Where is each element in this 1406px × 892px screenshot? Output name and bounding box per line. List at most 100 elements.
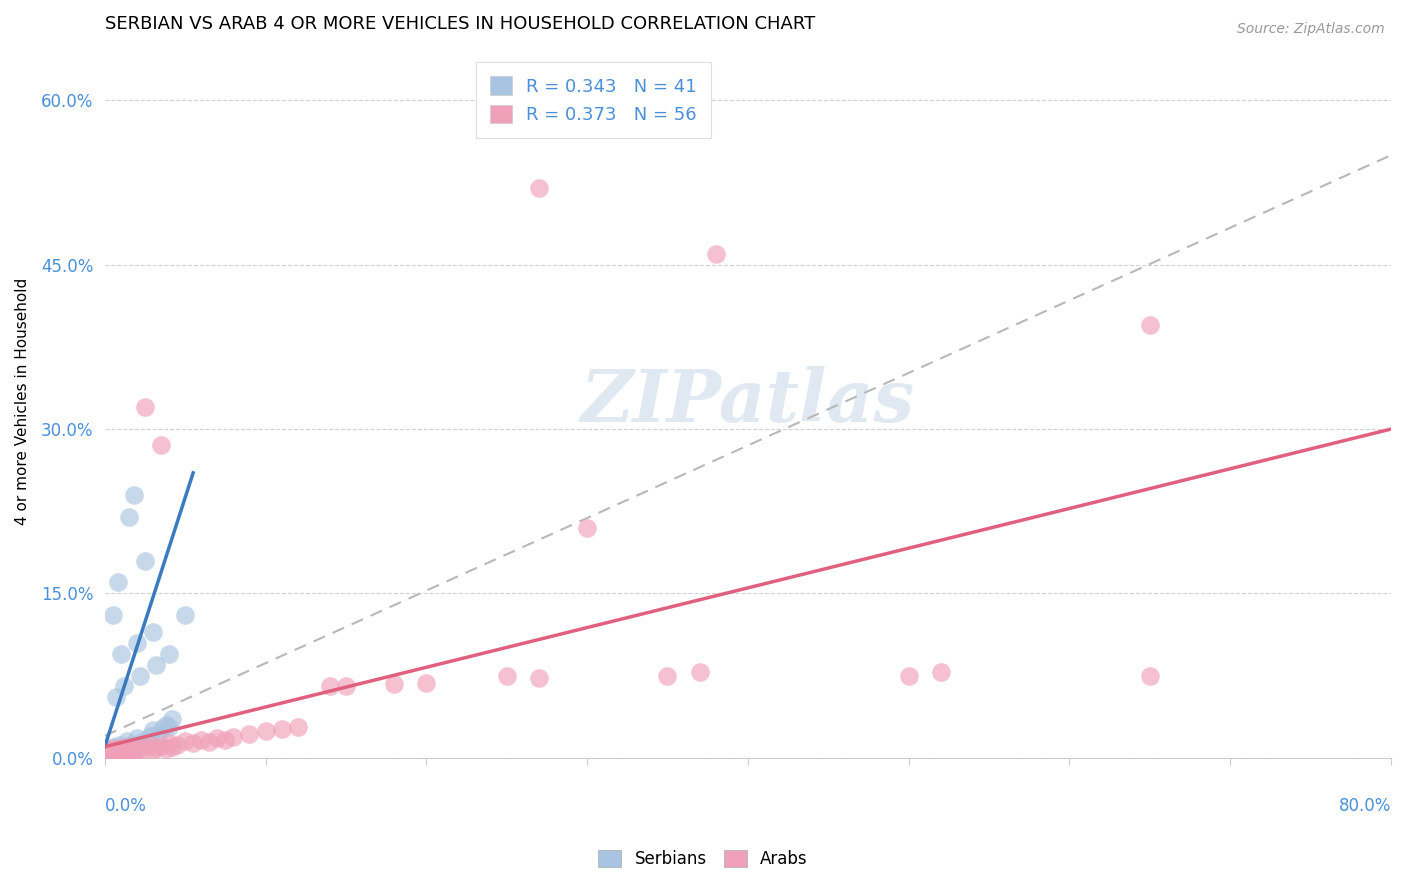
- Point: [121, 740, 143, 755]
- Point: [120, 738, 142, 752]
- Point: [335, 680, 357, 694]
- Point: [101, 608, 124, 623]
- Point: [689, 665, 711, 680]
- Point: [527, 671, 550, 685]
- Point: [152, 721, 174, 735]
- Y-axis label: 4 or more Vehicles in Household: 4 or more Vehicles in Household: [15, 278, 30, 525]
- Point: [110, 742, 132, 756]
- Point: [98, 743, 121, 757]
- Point: [254, 724, 277, 739]
- Point: [125, 635, 148, 649]
- Point: [103, 747, 125, 762]
- Point: [142, 624, 165, 639]
- Point: [190, 733, 212, 747]
- Point: [134, 734, 156, 748]
- Point: [122, 744, 145, 758]
- Point: [101, 742, 124, 756]
- Point: [1139, 318, 1161, 332]
- Point: [174, 608, 197, 623]
- Point: [142, 743, 165, 757]
- Point: [155, 742, 177, 756]
- Point: [122, 746, 145, 760]
- Point: [107, 575, 129, 590]
- Point: [115, 739, 138, 754]
- Point: [112, 680, 135, 694]
- Point: [110, 647, 132, 661]
- Point: [162, 712, 184, 726]
- Point: [118, 509, 141, 524]
- Text: Source: ZipAtlas.com: Source: ZipAtlas.com: [1237, 22, 1385, 37]
- Point: [110, 743, 132, 757]
- Point: [222, 730, 245, 744]
- Point: [145, 740, 167, 755]
- Point: [495, 668, 517, 682]
- Point: [145, 657, 167, 672]
- Point: [125, 744, 148, 758]
- Point: [139, 729, 162, 743]
- Point: [114, 744, 136, 758]
- Point: [162, 739, 184, 754]
- Point: [121, 742, 143, 756]
- Point: [166, 738, 188, 752]
- Point: [1139, 668, 1161, 682]
- Point: [100, 747, 122, 762]
- Point: [157, 736, 180, 750]
- Point: [103, 744, 125, 758]
- Point: [155, 718, 177, 732]
- Point: [107, 740, 129, 755]
- Point: [125, 731, 148, 745]
- Point: [214, 733, 236, 747]
- Point: [100, 746, 122, 760]
- Point: [134, 400, 156, 414]
- Point: [157, 647, 180, 661]
- Point: [929, 665, 952, 680]
- Point: [142, 723, 165, 738]
- Legend: Serbians, Arabs: Serbians, Arabs: [592, 843, 814, 875]
- Point: [98, 742, 121, 756]
- Point: [129, 736, 152, 750]
- Point: [101, 739, 124, 754]
- Point: [150, 739, 173, 753]
- Point: [198, 735, 221, 749]
- Point: [174, 734, 197, 748]
- Point: [134, 742, 156, 756]
- Point: [129, 739, 152, 754]
- Point: [382, 677, 405, 691]
- Point: [146, 726, 169, 740]
- Point: [287, 720, 309, 734]
- Point: [118, 745, 141, 759]
- Point: [134, 553, 156, 567]
- Point: [181, 736, 204, 750]
- Point: [238, 726, 260, 740]
- Text: 80.0%: 80.0%: [1339, 797, 1391, 814]
- Point: [107, 743, 129, 757]
- Point: [576, 521, 599, 535]
- Point: [114, 743, 136, 757]
- Text: SERBIAN VS ARAB 4 OR MORE VEHICLES IN HOUSEHOLD CORRELATION CHART: SERBIAN VS ARAB 4 OR MORE VEHICLES IN HO…: [104, 15, 815, 33]
- Point: [97, 745, 120, 759]
- Point: [207, 731, 229, 745]
- Point: [527, 181, 550, 195]
- Point: [157, 720, 180, 734]
- Text: ZIPatlas: ZIPatlas: [581, 367, 915, 437]
- Point: [150, 438, 173, 452]
- Point: [108, 738, 131, 752]
- Point: [115, 734, 138, 748]
- Point: [657, 668, 679, 682]
- Point: [122, 488, 145, 502]
- Point: [104, 746, 127, 760]
- Point: [112, 742, 135, 756]
- Point: [111, 746, 134, 760]
- Point: [97, 745, 120, 759]
- Point: [112, 739, 135, 754]
- Point: [120, 743, 142, 757]
- Point: [108, 745, 131, 759]
- Point: [104, 744, 127, 758]
- Point: [897, 668, 920, 682]
- Text: 0.0%: 0.0%: [104, 797, 146, 814]
- Point: [104, 690, 127, 705]
- Point: [415, 676, 437, 690]
- Legend: R = 0.343   N = 41, R = 0.373   N = 56: R = 0.343 N = 41, R = 0.373 N = 56: [475, 62, 711, 138]
- Point: [139, 738, 162, 752]
- Point: [118, 740, 141, 755]
